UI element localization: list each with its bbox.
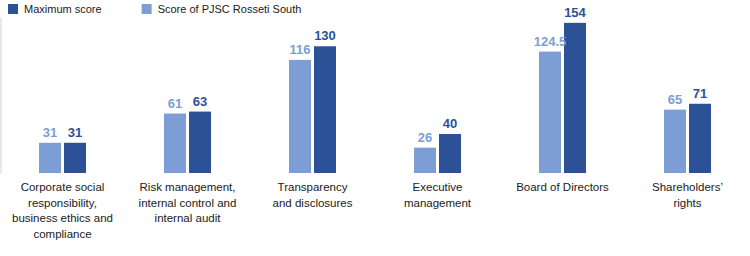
- data-labels: 31 63 130 40 154 71 31 61 116 26 124.5 65: [43, 5, 707, 145]
- x-tick: Board of Directors: [516, 173, 609, 193]
- legend-item: Score of PJSC Rosseti South: [142, 3, 302, 15]
- legend-item: Maximum score: [8, 3, 102, 15]
- x-tick-label-line: Executive: [413, 181, 463, 193]
- bar: [164, 114, 186, 173]
- bar: [664, 110, 686, 173]
- x-tick-label-line: management: [404, 197, 472, 209]
- data-label: 31: [68, 125, 82, 140]
- data-label: 65: [668, 92, 682, 107]
- bar: [289, 60, 311, 173]
- data-label: 61: [168, 96, 182, 111]
- x-tick: Executive management: [404, 173, 472, 209]
- x-tick: Risk management, internal control and inte…: [139, 173, 237, 224]
- x-tick-label-line: rights: [673, 197, 701, 209]
- bar: [64, 143, 86, 173]
- legend-swatch: [142, 4, 152, 14]
- x-tick-label-line: Board of Directors: [516, 181, 609, 193]
- bar: [564, 23, 586, 173]
- legend-label: Score of PJSC Rosseti South: [158, 3, 302, 15]
- y-axis-line: [1, 18, 2, 174]
- x-tick-label-line: Risk management,: [140, 181, 236, 193]
- x-tick-label: Executive management: [404, 181, 472, 209]
- bar: [414, 148, 436, 173]
- x-axis: Corporate social responsibility, business …: [12, 173, 723, 240]
- x-tick-label: Shareholders’ rights: [652, 181, 723, 209]
- x-tick-label-line: responsibility,: [28, 197, 97, 209]
- x-tick-label: Board of Directors: [516, 181, 609, 193]
- x-tick-label-line: compliance: [33, 228, 91, 240]
- data-label: 31: [43, 125, 57, 140]
- x-tick: Transparency and disclosures: [273, 173, 353, 209]
- x-tick-label-line: Transparency: [278, 181, 348, 193]
- data-label: 71: [693, 86, 707, 101]
- bar: [189, 112, 211, 173]
- chart: 31 63 130 40 154 71 31 61 116 26 124.5 65 Corporate …: [0, 0, 750, 256]
- legend-swatch: [8, 4, 18, 14]
- y-axis: [1, 18, 2, 174]
- data-label: 40: [443, 116, 457, 131]
- x-tick-label-line: Shareholders’: [652, 181, 723, 193]
- bar: [689, 104, 711, 173]
- data-label: 63: [193, 94, 207, 109]
- bar: [314, 46, 336, 173]
- x-tick: Shareholders’ rights: [652, 173, 723, 209]
- x-tick-label-line: internal audit: [155, 212, 222, 224]
- data-label: 130: [314, 28, 336, 43]
- x-tick-label-line: internal control and: [139, 197, 237, 209]
- x-tick-label: Transparency and disclosures: [273, 181, 353, 209]
- x-tick-label: Corporate social responsibility, business …: [12, 181, 113, 240]
- data-label: 116: [290, 42, 311, 57]
- x-tick-label-line: Corporate social: [21, 181, 105, 193]
- data-label: 154: [564, 5, 586, 20]
- x-tick: Corporate social responsibility, business …: [12, 173, 113, 240]
- bar: [539, 52, 561, 173]
- legend: Maximum score Score of PJSC Rosseti South: [8, 3, 301, 15]
- bar: [439, 134, 461, 173]
- x-tick-label-line: and disclosures: [273, 197, 353, 209]
- x-tick-label: Risk management, internal control and inte…: [139, 181, 237, 224]
- bars: [39, 23, 711, 173]
- data-label: 26: [418, 130, 432, 145]
- legend-label: Maximum score: [24, 3, 102, 15]
- bar: [39, 143, 61, 173]
- x-tick-label-line: business ethics and: [12, 212, 113, 224]
- data-label: 124.5: [534, 34, 567, 49]
